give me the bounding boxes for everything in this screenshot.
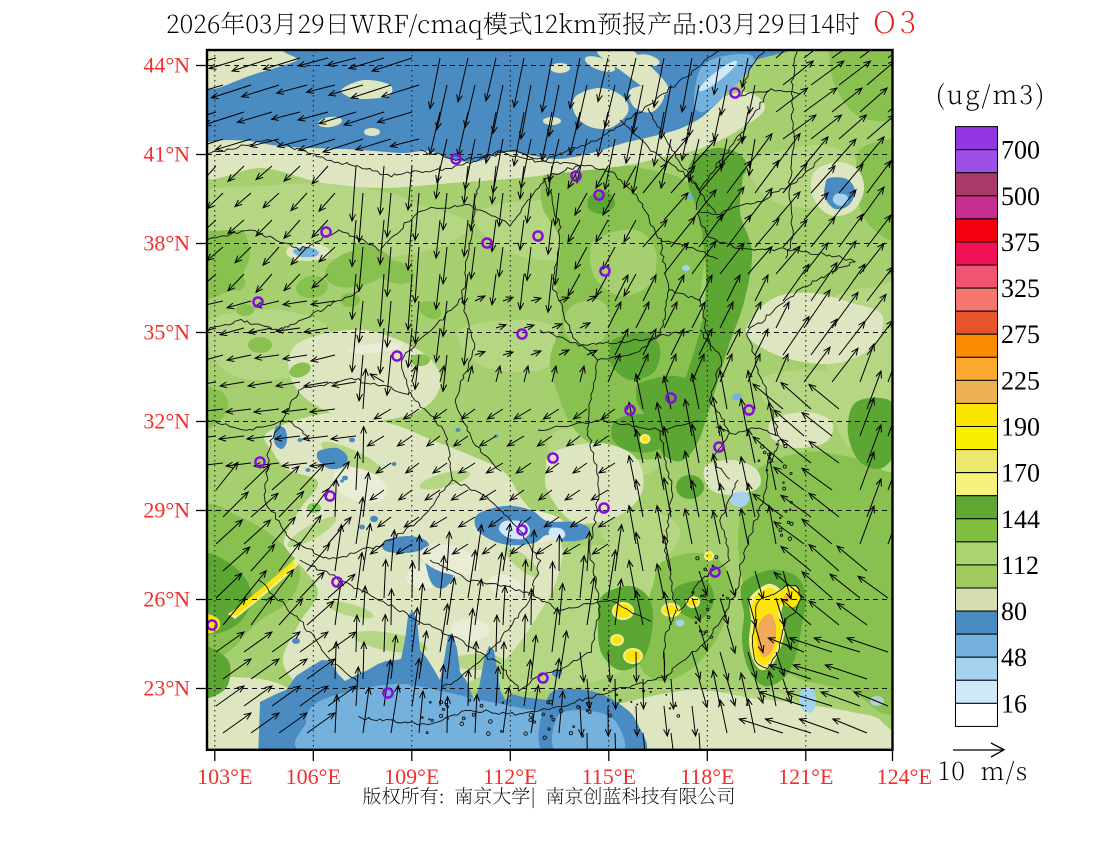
svg-text:225: 225 <box>1001 366 1040 395</box>
svg-text:80: 80 <box>1001 597 1027 626</box>
svg-text:41°N: 41°N <box>143 142 190 167</box>
svg-text:500: 500 <box>1001 182 1040 211</box>
svg-text:190: 190 <box>1001 413 1040 442</box>
svg-text:325: 325 <box>1001 274 1040 303</box>
svg-text:106°E: 106°E <box>286 764 341 789</box>
svg-text:170: 170 <box>1001 459 1040 488</box>
svg-text:103°E: 103°E <box>197 764 252 789</box>
svg-text:35°N: 35°N <box>143 320 190 345</box>
svg-text:23°N: 23°N <box>143 676 190 701</box>
svg-text:112°E: 112°E <box>483 764 537 789</box>
svg-text:375: 375 <box>1001 228 1040 257</box>
svg-text:118°E: 118°E <box>680 764 734 789</box>
svg-text:144: 144 <box>1001 505 1040 534</box>
svg-text:32°N: 32°N <box>143 409 190 434</box>
svg-text:121°E: 121°E <box>778 764 833 789</box>
svg-text:112: 112 <box>1001 551 1039 580</box>
svg-text:38°N: 38°N <box>143 231 190 256</box>
svg-text:700: 700 <box>1001 136 1040 165</box>
svg-text:109°E: 109°E <box>384 764 439 789</box>
svg-text:16: 16 <box>1001 689 1027 718</box>
svg-text:115°E: 115°E <box>582 764 636 789</box>
svg-text:26°N: 26°N <box>143 587 190 612</box>
svg-text:29°N: 29°N <box>143 498 190 523</box>
svg-text:48: 48 <box>1001 643 1027 672</box>
svg-text:124°E: 124°E <box>877 764 932 789</box>
svg-text:44°N: 44°N <box>143 53 190 78</box>
svg-text:275: 275 <box>1001 320 1040 349</box>
